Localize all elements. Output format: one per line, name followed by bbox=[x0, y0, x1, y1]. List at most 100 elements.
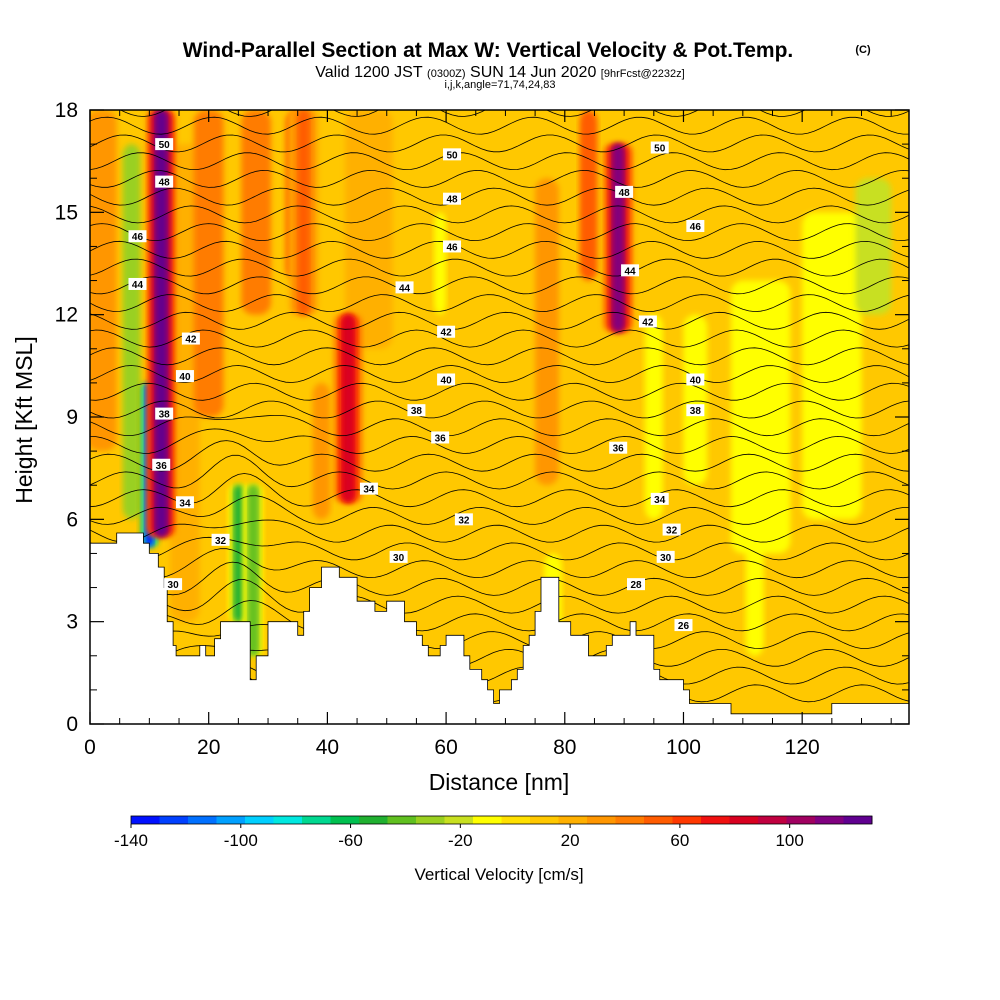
x-tick-label: 60 bbox=[434, 736, 457, 759]
x-tick-label: 0 bbox=[84, 736, 96, 759]
contour-label: 30 bbox=[164, 578, 183, 591]
contour-label-text: 46 bbox=[132, 232, 144, 243]
theta-contour bbox=[90, 400, 909, 419]
updraft-core bbox=[603, 144, 634, 332]
field-band bbox=[122, 144, 141, 520]
contour-label-text: 40 bbox=[690, 375, 702, 386]
theta-contour bbox=[90, 205, 909, 224]
contour-label-text: 42 bbox=[441, 328, 453, 339]
contour-label-text: 32 bbox=[666, 526, 678, 537]
colorbar-tick-label: 20 bbox=[561, 831, 580, 850]
colorbar-swatch bbox=[587, 816, 616, 824]
contour-label-text: 32 bbox=[458, 515, 470, 526]
x-tick-label: 120 bbox=[785, 736, 820, 759]
colorbar-tick-label: -100 bbox=[224, 831, 258, 850]
contour-label-text: 38 bbox=[159, 410, 171, 421]
valid-prefix: Valid 1200 JST bbox=[315, 64, 423, 81]
field-band bbox=[434, 212, 447, 315]
contour-label-text: 50 bbox=[654, 144, 666, 155]
valid-utc: (0300Z) bbox=[427, 68, 466, 80]
contour-label: 48 bbox=[615, 185, 634, 199]
theta-contour bbox=[90, 415, 909, 437]
contour-label-text: 44 bbox=[399, 283, 411, 294]
y-tick-label: 12 bbox=[55, 304, 78, 327]
colorbar-tick-label: 100 bbox=[775, 831, 803, 850]
colorbar-swatch bbox=[444, 816, 474, 824]
theta-contour bbox=[90, 382, 909, 401]
theta-contour bbox=[90, 495, 909, 525]
y-tick-label: 3 bbox=[66, 611, 78, 634]
theta-contour bbox=[90, 561, 909, 596]
field-band bbox=[241, 110, 272, 315]
theta-contour bbox=[90, 365, 909, 383]
colorbar-swatch bbox=[131, 816, 160, 824]
x-tick-label: 100 bbox=[666, 736, 701, 759]
x-tick-label: 20 bbox=[197, 736, 220, 759]
contour-label: 30 bbox=[656, 550, 675, 564]
terrain-mask bbox=[90, 532, 909, 724]
colorbar-swatch bbox=[758, 816, 787, 824]
contour-label: 28 bbox=[627, 578, 645, 591]
chart-titles: Wind-Parallel Section at Max W: Vertical… bbox=[183, 39, 871, 91]
theta-contour bbox=[90, 428, 909, 454]
contour-label: 44 bbox=[128, 277, 147, 291]
theta-contour bbox=[90, 169, 909, 188]
updraft-core bbox=[146, 110, 177, 537]
contour-label-text: 42 bbox=[185, 335, 197, 346]
theta-contour bbox=[90, 240, 909, 259]
colorbar-swatch bbox=[644, 816, 673, 824]
contour-label-text: 30 bbox=[168, 580, 180, 591]
colorbar-swatch bbox=[159, 816, 189, 824]
theta-contour bbox=[90, 276, 909, 295]
theta-contour bbox=[90, 347, 909, 366]
colorbar-swatch bbox=[216, 816, 246, 824]
contour-label-text: 46 bbox=[446, 242, 458, 253]
y-tick-label: 9 bbox=[66, 406, 78, 429]
contour-label: 42 bbox=[181, 332, 200, 346]
colorbar-swatch bbox=[245, 816, 274, 824]
y-tick-label: 0 bbox=[66, 713, 78, 736]
theta-contour bbox=[90, 329, 909, 348]
contour-label-text: 30 bbox=[393, 553, 405, 564]
field-band bbox=[90, 110, 117, 452]
field-band bbox=[579, 110, 598, 281]
field-band bbox=[345, 110, 393, 349]
contour-labels: 26 28 30 30 30 32 32 32 34 34 34 36 36 36 38 38 38 40 40 40… bbox=[128, 138, 705, 632]
contour-label-text: 36 bbox=[613, 444, 625, 455]
colorbar-swatch bbox=[672, 816, 702, 824]
contour-label: 36 bbox=[609, 441, 628, 455]
colorbar-tick-label: 60 bbox=[670, 831, 689, 850]
updraft-core bbox=[288, 110, 319, 315]
valid-date: SUN 14 Jun 2020 bbox=[470, 64, 596, 81]
contour-label: 50 bbox=[155, 138, 174, 151]
theta-contour bbox=[90, 223, 909, 242]
field-band bbox=[745, 519, 764, 656]
contour-label-text: 42 bbox=[642, 317, 654, 328]
chart-title: Wind-Parallel Section at Max W: Vertical… bbox=[183, 39, 794, 62]
colorbar-swatch bbox=[615, 816, 645, 824]
contour-label-text: 40 bbox=[441, 375, 453, 386]
colorbar-swatch bbox=[815, 816, 844, 824]
colorbar-swatch bbox=[330, 816, 360, 824]
contour-label-text: 28 bbox=[630, 580, 642, 591]
contour-label-text: 50 bbox=[159, 140, 171, 151]
theta-contour bbox=[90, 134, 909, 153]
y-tick-label: 6 bbox=[66, 508, 78, 531]
contour-label: 48 bbox=[443, 192, 462, 206]
colorbar-swatch bbox=[359, 816, 388, 824]
contour-label-text: 38 bbox=[690, 406, 702, 417]
contour-label: 46 bbox=[128, 230, 147, 243]
colorbar-swatch bbox=[501, 816, 531, 824]
contour-label-text: 38 bbox=[411, 406, 423, 417]
colorbar-label: Vertical Velocity [cm/s] bbox=[414, 865, 583, 884]
theta-contour bbox=[90, 454, 909, 490]
colorbar-tick-label: -60 bbox=[338, 831, 363, 850]
x-axis-label: Distance [nm] bbox=[429, 769, 570, 795]
contour-label: 42 bbox=[437, 325, 456, 339]
colorbar-swatch bbox=[558, 816, 588, 824]
contour-label: 50 bbox=[443, 148, 462, 161]
colorbar-frame bbox=[130, 815, 873, 825]
